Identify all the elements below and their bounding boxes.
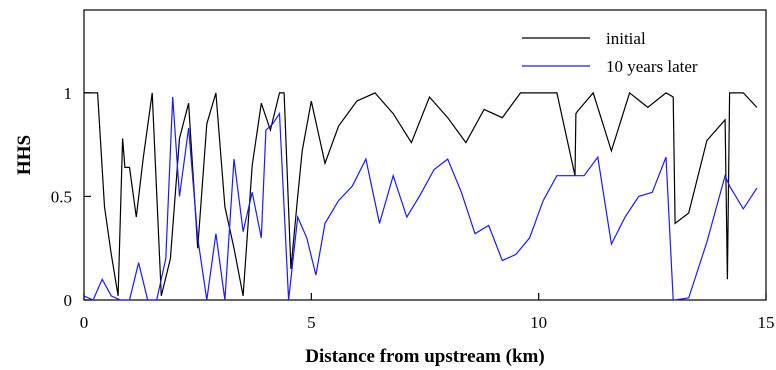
x-axis-title: Distance from upstream (km) — [305, 346, 544, 367]
legend: initial 10 years later — [522, 29, 698, 76]
y-axis-title: HHS — [14, 135, 35, 175]
series-layer — [83, 91, 758, 301]
legend-label: initial — [606, 29, 646, 48]
x-tick-label: 5 — [307, 313, 316, 332]
x-axis-ticks: 0 5 10 15 — [80, 293, 775, 332]
x-tick-label: 0 — [80, 313, 89, 332]
x-tick-label: 10 — [530, 313, 547, 332]
plot-frame — [83, 9, 767, 301]
y-tick-label: 0 — [64, 291, 73, 310]
series-line-10-years-later — [83, 96, 758, 301]
legend-label: 10 years later — [606, 57, 698, 76]
series-line-initial — [84, 91, 758, 297]
x-tick-label: 15 — [758, 313, 775, 332]
y-tick-label: 1 — [64, 84, 73, 103]
y-axis-ticks: 00.51 — [51, 84, 91, 310]
y-tick-label: 0.5 — [51, 187, 72, 206]
